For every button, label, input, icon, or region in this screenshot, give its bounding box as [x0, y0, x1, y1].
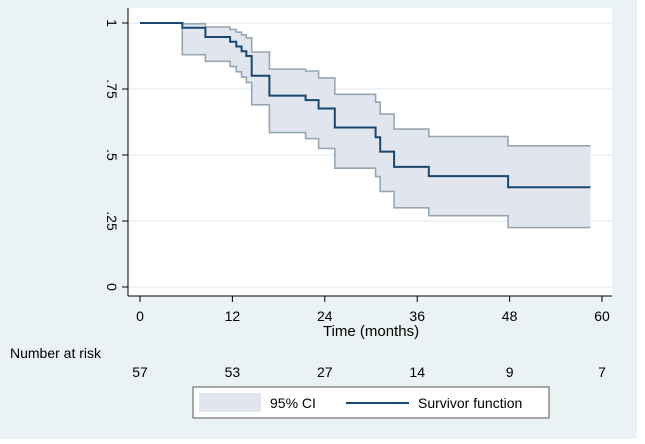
x-tick-label-1: 12	[225, 308, 241, 324]
y-tick-label-3: .75	[104, 79, 120, 99]
x-axis-label: Time (months)	[323, 323, 419, 340]
survivor-function-line	[140, 22, 591, 189]
number-at-risk-label: Number at risk	[10, 345, 102, 361]
y-tick-label-0: 0	[104, 283, 120, 291]
x-tick-label-2: 24	[317, 308, 333, 324]
y-tick-label-2: .5	[104, 149, 120, 161]
y-tick-label-1: .25	[104, 211, 120, 231]
y-tick-label-4: 1	[104, 19, 120, 27]
ci-lower-line	[181, 23, 591, 229]
right-edge-strip	[637, 0, 645, 439]
ci-upper-line	[181, 23, 591, 147]
risk-count-5: 7	[598, 364, 606, 380]
legend: 95% CI Survivor function	[192, 386, 550, 419]
x-tick-label-3: 36	[409, 308, 425, 324]
risk-count-3: 14	[409, 364, 425, 380]
x-tick-label-0: 0	[136, 308, 144, 324]
risk-count-2: 27	[317, 364, 333, 380]
survival-curve-layer	[140, 22, 591, 189]
legend-ci-swatch	[199, 393, 261, 412]
legend-ci-label: 95% CI	[270, 395, 316, 411]
x-tick-label-4: 48	[502, 308, 518, 324]
x-tick-label-5: 60	[594, 308, 610, 324]
risk-count-0: 57	[132, 364, 148, 380]
axes: 0 .25 .5 .75 1 0 12 24 36 48 60	[104, 8, 612, 324]
risk-count-4: 9	[506, 364, 514, 380]
legend-survivor-label: Survivor function	[418, 395, 522, 411]
number-at-risk-table: Number at risk 57 53 27 14 9 7	[10, 345, 606, 380]
risk-count-1: 53	[225, 364, 241, 380]
